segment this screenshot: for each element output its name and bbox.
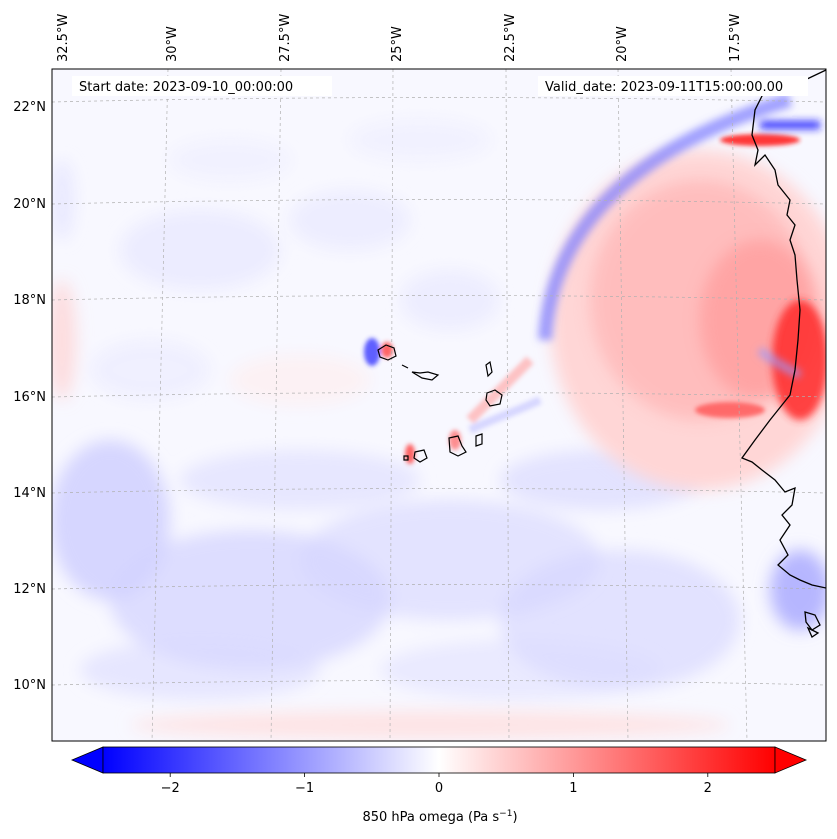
colorbar-extend-min xyxy=(70,746,104,774)
start-date-box xyxy=(72,76,332,96)
colorbar-label: 850 hPa omega (Pa s−1) xyxy=(362,809,517,825)
latitude-labels: 22°N 20°N 18°N 16°N 14°N 12°N 10°N xyxy=(13,100,46,693)
ascent-region-east xyxy=(550,134,826,490)
lat-label: 18°N xyxy=(13,293,46,308)
colorbar-tick-label: 1 xyxy=(569,781,577,796)
lon-label: 17.5°W xyxy=(728,14,743,62)
colorbar-ticks: −2 −1 0 1 2 xyxy=(161,773,712,796)
lat-label: 10°N xyxy=(13,678,46,693)
lon-label: 20°W xyxy=(615,26,630,62)
omega-field xyxy=(52,69,826,741)
subsidence-region-south xyxy=(52,440,826,700)
colorbar-tick-label: −1 xyxy=(295,781,314,796)
island-dipoles xyxy=(364,338,542,464)
lat-label: 14°N xyxy=(13,486,46,501)
start-date-label: Start date: 2023-09-10_00:00:00 xyxy=(79,80,293,95)
lon-label: 22.5°W xyxy=(503,14,518,62)
lat-label: 20°N xyxy=(13,197,46,212)
colorbar: −2 −1 0 1 2 850 hPa omega (Pa s−1) xyxy=(70,746,808,825)
subsidence-arc xyxy=(538,93,820,379)
lon-label: 32.5°W xyxy=(56,14,71,62)
lat-label: 16°N xyxy=(13,390,46,405)
map-frame xyxy=(51,68,827,742)
valid-date-label: Valid_date: 2023-09-11T15:00:00.00 xyxy=(545,80,783,95)
colorbar-extend-max xyxy=(774,746,808,774)
graticule xyxy=(52,69,826,741)
longitude-labels: 32.5°W 30°W 27.5°W 25°W 22.5°W 20°W 17.5… xyxy=(56,14,743,62)
valid-date-box xyxy=(538,76,808,96)
lon-label: 30°W xyxy=(165,26,180,62)
colorbar-tick-label: 2 xyxy=(704,781,712,796)
lat-label: 12°N xyxy=(13,582,46,597)
colorbar-tick-label: −2 xyxy=(161,781,180,796)
coastline xyxy=(740,69,826,638)
colorbar-tick-label: 0 xyxy=(435,781,443,796)
colorbar-gradient xyxy=(102,746,776,774)
cape-verde-islands xyxy=(377,344,503,463)
lat-label: 22°N xyxy=(13,100,46,115)
lon-label: 27.5°W xyxy=(278,14,293,62)
lon-label: 25°W xyxy=(390,26,405,62)
